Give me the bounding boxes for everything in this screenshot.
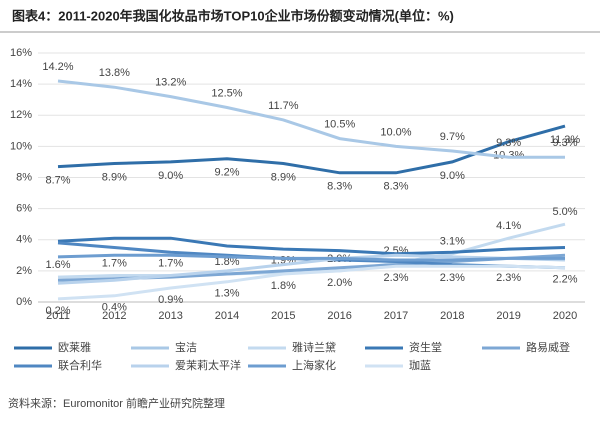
data-label: 1.7% [158, 257, 183, 269]
data-label: 11.7% [268, 100, 299, 112]
x-tick-label: 2011 [46, 310, 70, 322]
x-tick-label: 2015 [271, 310, 295, 322]
data-label: 2.0% [327, 277, 352, 289]
data-label: 1.8% [271, 280, 296, 292]
data-label: 1.8% [214, 256, 239, 268]
x-tick-label: 2018 [440, 310, 464, 322]
data-label: 10.0% [380, 126, 411, 138]
series-line [57, 236, 566, 256]
data-label: 9.2% [214, 167, 239, 179]
source: 资料来源：Euromonitor 前瞻产业研究院整理 [8, 396, 225, 410]
data-label: 5.0% [552, 206, 577, 218]
series-line [57, 264, 566, 301]
y-tick-label: 10% [10, 140, 32, 152]
data-label: 1.7% [102, 257, 127, 269]
data-label: 9.7% [440, 131, 465, 143]
data-label: 9.0% [158, 170, 183, 182]
data-label: 3.1% [440, 236, 465, 248]
data-label: 1.6% [45, 259, 70, 271]
legend-label: 爱茉莉太平洋 [175, 358, 241, 372]
x-tick-label: 2020 [553, 310, 577, 322]
data-label: 8.3% [383, 181, 408, 193]
data-label: 9.0% [440, 170, 465, 182]
y-tick-label: 12% [10, 109, 32, 121]
x-tick-label: 2014 [215, 310, 239, 322]
legend-label: 欧莱雅 [58, 340, 91, 354]
data-label: 1.3% [214, 288, 239, 300]
data-label: 9.3% [552, 137, 577, 149]
y-tick-label: 4% [16, 234, 32, 246]
x-tick-label: 2017 [384, 310, 408, 322]
data-label: 2.2% [552, 274, 577, 286]
y-tick-label: 8% [16, 171, 32, 183]
data-label: 8.3% [327, 181, 352, 193]
data-label: 0.4% [102, 302, 127, 314]
series-line [57, 253, 566, 285]
legend-label: 路易威登 [526, 340, 570, 354]
data-label: 9.3% [496, 137, 521, 149]
legend-label: 资生堂 [409, 340, 442, 354]
legend-label: 宝洁 [175, 340, 197, 354]
x-tick-label: 2012 [102, 310, 126, 322]
data-label: 8.9% [102, 171, 127, 183]
chart-title: 图表4：2011-2020年我国化妆品市场TOP10企业市场份额变动情况(单位：… [12, 8, 454, 23]
legend-label: 雅诗兰黛 [292, 340, 336, 354]
series-line [57, 79, 565, 159]
y-tick-label: 6% [16, 203, 32, 215]
data-label: 4.1% [496, 220, 521, 232]
legend-label: 上海家化 [292, 358, 336, 372]
data-label: 2.3% [496, 272, 521, 284]
data-label: 14.2% [42, 61, 73, 73]
series-line [57, 124, 566, 175]
legend-label: 联合利华 [58, 358, 102, 372]
data-label: 8.7% [45, 175, 70, 187]
data-label: 13.2% [155, 76, 186, 88]
x-tick-label: 2013 [158, 310, 182, 322]
y-tick-label: 2% [16, 265, 32, 277]
data-label: 0.2% [45, 305, 70, 317]
data-label: 12.5% [211, 87, 242, 99]
x-tick-label: 2016 [327, 310, 351, 322]
data-label: 11.3% [550, 134, 581, 146]
series-line [57, 253, 565, 262]
y-tick-label: 0% [16, 296, 32, 308]
x-tick-label: 2019 [496, 310, 520, 322]
y-tick-label: 16% [10, 47, 32, 59]
legend-label: 珈蓝 [409, 359, 431, 372]
data-label: 2.3% [440, 272, 465, 284]
data-label: 10.5% [324, 119, 355, 131]
data-label: 8.9% [271, 171, 296, 183]
y-tick-label: 14% [10, 78, 32, 90]
data-label: 13.8% [99, 67, 130, 79]
data-label: 0.9% [158, 294, 183, 306]
data-label: 2.3% [383, 272, 408, 284]
